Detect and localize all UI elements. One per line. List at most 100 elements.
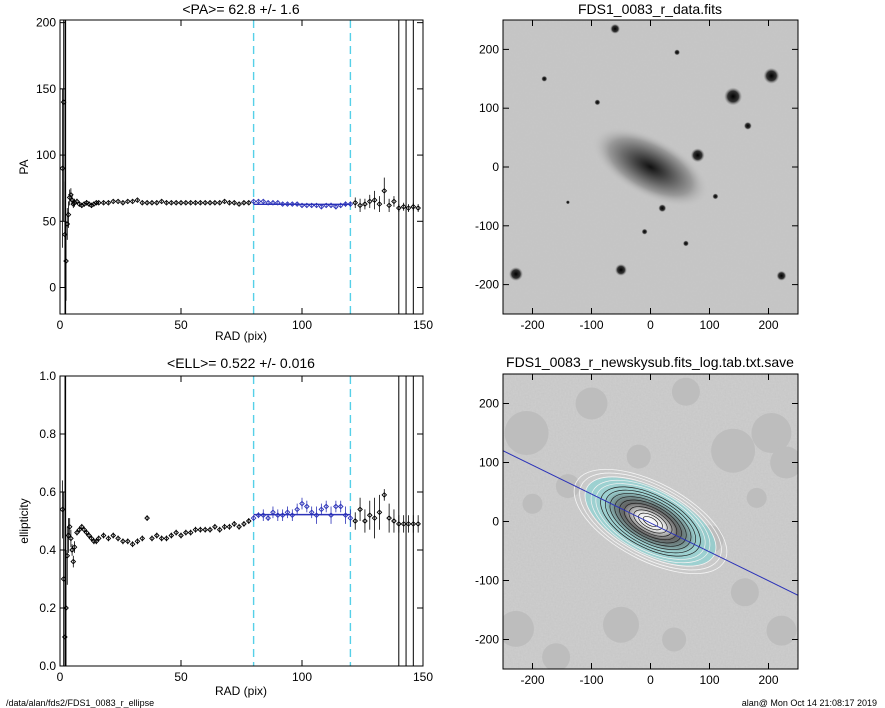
- ell-point: [124, 538, 131, 545]
- model-image-image: [503, 374, 798, 669]
- pa-point: [105, 199, 112, 206]
- data-image-xtick-label: -200: [520, 318, 544, 332]
- ell-point: [68, 535, 74, 542]
- ell-point: [216, 526, 223, 533]
- ell-point: [362, 518, 368, 524]
- data-image-xtick-label: 0: [647, 318, 654, 332]
- ell-point: [168, 532, 175, 539]
- ell-ytick-label: 0.4: [39, 543, 56, 557]
- ell-point: [284, 509, 291, 516]
- pa-point: [60, 99, 67, 105]
- pa-point: [231, 199, 238, 206]
- footer-timestamp: alan@ Mon Oct 14 21:08:17 2019: [741, 698, 877, 708]
- pa-point: [158, 198, 165, 205]
- ell-point: [308, 509, 315, 516]
- ell-point: [207, 526, 213, 533]
- ell-point: [63, 605, 69, 611]
- data-image-source: [508, 267, 523, 282]
- ell-point: [129, 541, 136, 548]
- ell-point: [139, 535, 146, 542]
- data-image-source: [594, 99, 601, 106]
- ell-point: [149, 535, 155, 542]
- ell-point: [270, 509, 276, 516]
- ell-point: [187, 529, 194, 536]
- model-image-xtick-label: -200: [520, 673, 544, 687]
- pa-title: <PA>= 62.8 +/- 1.6: [182, 1, 299, 17]
- ell-point: [62, 634, 68, 640]
- ell-point: [415, 521, 421, 527]
- pa-point: [400, 203, 407, 210]
- ell-point: [115, 535, 121, 542]
- pa-point: [395, 205, 402, 211]
- pa-plot-area: [60, 20, 421, 314]
- model-image-xtick-label: -100: [579, 673, 603, 687]
- pa-point: [115, 198, 121, 205]
- pa-point: [60, 165, 66, 172]
- pa-point: [386, 202, 392, 209]
- data-image-source: [712, 193, 719, 200]
- ell-point: [347, 515, 354, 521]
- model-image-mask: [575, 387, 608, 420]
- ell-point: [323, 503, 330, 510]
- data-image-ytick-label: 200: [479, 42, 499, 56]
- pa-point: [381, 188, 388, 194]
- model-image-ytick-label: 0: [492, 515, 499, 529]
- ell-plot-area: [60, 376, 421, 666]
- ell-xlabel: RAD (pix): [215, 684, 267, 698]
- model-image-mask: [730, 578, 759, 607]
- ell-point: [173, 529, 179, 536]
- ell-ytick-label: 0.8: [39, 427, 56, 441]
- model-image-outer-isophote: [579, 472, 722, 571]
- model-image-galaxy: [605, 491, 696, 552]
- ell-point: [226, 523, 233, 530]
- model-image-title: FDS1_0083_r_newskysub.fits_log.tab.txt.s…: [506, 354, 794, 370]
- pa-point: [362, 201, 368, 207]
- model-image-xtick-label: 200: [758, 673, 778, 687]
- pa-point: [74, 198, 80, 205]
- model-image-isophote: [595, 483, 706, 560]
- model-image-mask: [711, 428, 756, 473]
- data-image-ytick-label: 100: [479, 101, 499, 115]
- data-image-source: [690, 148, 705, 163]
- pa-point: [371, 197, 378, 203]
- pa-xtick-label: 0: [57, 318, 64, 332]
- ell-point: [100, 532, 107, 539]
- ell-title: <ELL>= 0.522 +/- 0.016: [167, 355, 315, 371]
- model-image-mask: [522, 493, 543, 514]
- pa-point: [216, 199, 223, 206]
- pa-point: [376, 201, 383, 207]
- pa-ylabel: PA: [17, 159, 31, 174]
- ell-point: [163, 535, 170, 542]
- model-image-mask: [503, 610, 534, 647]
- ell-frame: [59, 375, 424, 667]
- ell-point: [386, 515, 392, 521]
- ell-point: [241, 521, 247, 527]
- ell-point: [352, 518, 359, 524]
- data-image-title: FDS1_0083_r_data.fits: [578, 1, 722, 17]
- data-image-image: [503, 20, 798, 314]
- ell-point: [64, 552, 71, 559]
- model-image-mask: [626, 444, 651, 469]
- ell-ytick-label: 0.6: [39, 485, 56, 499]
- pa-point: [134, 197, 141, 203]
- data-image-ytick-label: -100: [475, 219, 499, 233]
- data-image-source: [724, 87, 743, 106]
- data-image-source: [641, 228, 648, 235]
- pa-point: [63, 258, 69, 264]
- model-image-mask: [542, 643, 571, 669]
- ell-point: [304, 503, 310, 510]
- pa-point: [65, 211, 72, 218]
- ell-ytick-label: 1.0: [39, 369, 56, 383]
- ell-ytick-label: 0.0: [39, 659, 56, 673]
- ell-point: [60, 506, 66, 513]
- pa-ytick-label: 150: [36, 82, 56, 96]
- ell-point: [71, 544, 78, 550]
- model-image-panel: FDS1_0083_r_newskysub.fits_log.tab.txt.s…: [475, 354, 799, 687]
- pa-ytick-label: 50: [43, 214, 57, 228]
- model-image-isophote: [638, 512, 663, 531]
- data-image-source: [565, 200, 570, 205]
- data-image-xtick-label: -100: [579, 318, 603, 332]
- pa-point: [221, 198, 228, 205]
- pa-point: [129, 198, 136, 205]
